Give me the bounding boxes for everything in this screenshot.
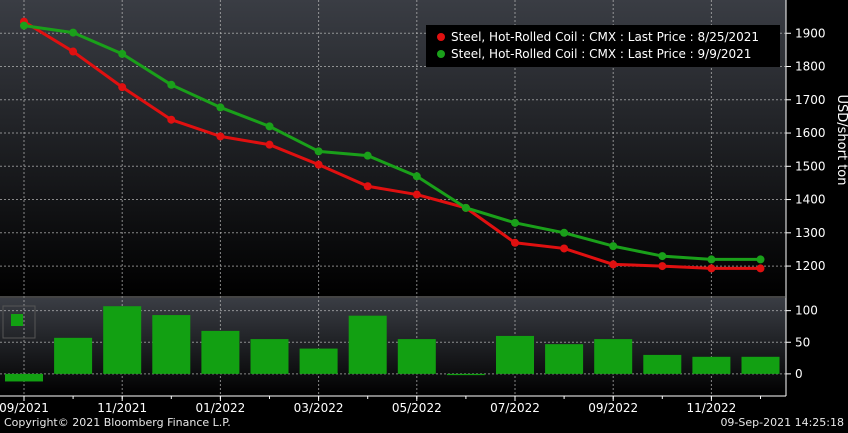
bar-series: [5, 306, 780, 382]
y-tick-label: 1700: [795, 93, 826, 107]
volume-bar: [348, 315, 387, 374]
y-axis-label: USD/short ton: [834, 95, 848, 186]
series-1-point: [69, 47, 78, 56]
x-tick-label: 09/2021: [0, 401, 49, 415]
legend-marker: [437, 33, 445, 41]
series-1-point: [412, 190, 421, 199]
series-1-point: [265, 140, 274, 149]
series-1-point: [560, 244, 569, 253]
y-tick-label: 1300: [795, 226, 826, 240]
timestamp-text: 09-Sep-2021 14:25:18: [720, 416, 844, 429]
line-series: [20, 17, 765, 273]
series-2-point: [756, 255, 765, 264]
volume-bar: [594, 339, 633, 374]
volume-bar: [741, 356, 780, 374]
x-tick-label: 11/2022: [686, 401, 736, 415]
series-1-point: [363, 182, 372, 191]
volume-bar: [643, 354, 682, 374]
series-1-point: [216, 132, 225, 141]
legend-box: [426, 25, 780, 67]
series-1-point: [511, 238, 519, 247]
series-2-point: [20, 21, 28, 30]
series-2-point: [412, 172, 421, 181]
copyright-text: Copyright© 2021 Bloomberg Finance L.P.: [4, 416, 231, 429]
series-1-point: [118, 83, 127, 92]
series-2-point: [69, 28, 78, 37]
series-1-point: [707, 264, 716, 273]
series-2-point: [167, 80, 176, 89]
volume-y-tick-label: 0: [795, 367, 803, 381]
y-tick-label: 1900: [795, 26, 826, 40]
volume-bar: [250, 339, 289, 374]
x-tick-label: 07/2022: [490, 401, 540, 415]
volume-bar: [692, 356, 731, 374]
series-line-1: [23, 20, 761, 270]
volume-bar: [201, 330, 240, 374]
series-2-point: [118, 49, 127, 58]
series-2-point: [560, 228, 569, 237]
series-2-point: [658, 252, 667, 261]
legend-entry: Steel, Hot-Rolled Coil : CMX : Last Pric…: [451, 47, 751, 61]
y-tick-label: 1200: [795, 259, 826, 273]
series-2-point: [216, 103, 225, 112]
volume-bar: [152, 315, 191, 374]
y-tick-label: 1600: [795, 126, 826, 140]
series-1-point: [167, 115, 176, 124]
volume-legend-swatch: [2, 305, 36, 339]
series-2-point: [363, 151, 372, 160]
x-tick-label: 11/2021: [97, 401, 147, 415]
legend: Steel, Hot-Rolled Coil : CMX : Last Pric…: [426, 25, 780, 67]
series-2-point: [707, 255, 716, 264]
y-tick-label: 1500: [795, 159, 826, 173]
volume-bar: [54, 337, 93, 374]
series-line-2: [23, 24, 761, 261]
legend-entry: Steel, Hot-Rolled Coil : CMX : Last Pric…: [451, 30, 759, 44]
volume-y-tick-label: 100: [795, 304, 818, 318]
volume-bar: [545, 344, 584, 374]
y-tick-label: 1800: [795, 60, 826, 74]
volume-bar: [5, 373, 43, 382]
series-1-point: [314, 160, 323, 169]
series-1-point: [609, 260, 618, 269]
series-2-point: [461, 203, 470, 212]
series-2-point: [314, 147, 323, 156]
series-2-point: [609, 242, 618, 251]
series-1-point: [658, 262, 667, 271]
series-2-point: [511, 218, 519, 227]
x-tick-label: 05/2022: [392, 401, 442, 415]
series-2-point: [265, 122, 274, 131]
x-tick-label: 03/2022: [294, 401, 344, 415]
volume-bar: [496, 335, 534, 374]
x-tick-label: 01/2022: [195, 401, 245, 415]
y-tick-label: 1400: [795, 193, 826, 207]
axes: 09/2021 11/2021 01/2022 03/2022 05/2022 07/20…: [0, 0, 826, 415]
volume-bar: [299, 348, 338, 374]
series-1-point: [756, 264, 765, 273]
volume-bar: [446, 373, 485, 376]
legend-marker: [437, 50, 445, 58]
volume-bar: [103, 306, 142, 374]
x-tick-label: 09/2022: [588, 401, 638, 415]
volume-y-tick-label: 50: [795, 335, 810, 349]
volume-bar: [397, 339, 436, 374]
